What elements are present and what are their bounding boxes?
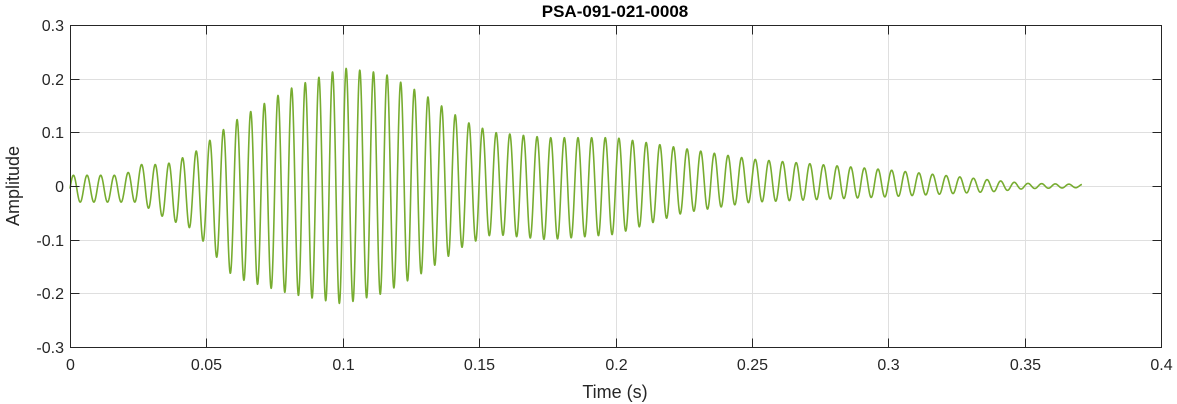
series-line <box>69 67 1083 305</box>
x-tick-label: 0 <box>66 357 75 374</box>
x-tick-label: 0.05 <box>191 357 222 374</box>
tick-labels: 0 0.05 0.1 0.15 0.2 0.25 0.3 0.35 0.4 -0.3 -0.2 -0.… <box>36 18 1172 374</box>
y-axis-label: Amplitude <box>3 146 23 226</box>
series-group <box>69 67 1083 305</box>
x-tick-label: 0.35 <box>1010 357 1041 374</box>
y-tick-label: 0.1 <box>42 125 64 142</box>
x-tick-label: 0.4 <box>1150 357 1172 374</box>
y-tick-label: 0 <box>55 179 64 196</box>
y-tick-label: 0.2 <box>42 72 64 89</box>
x-axis-label: Time (s) <box>582 382 647 402</box>
y-tick-label: -0.2 <box>36 286 64 303</box>
y-tick-label: -0.3 <box>36 340 64 357</box>
x-tick-label: 0.15 <box>464 357 495 374</box>
x-tick-label: 0.1 <box>332 357 354 374</box>
x-tick-label: 0.25 <box>737 357 768 374</box>
x-tick-label: 0.2 <box>605 357 627 374</box>
chart-title: PSA-091-021-0008 <box>542 2 688 21</box>
tick-marks <box>70 25 1162 348</box>
y-tick-label: 0.3 <box>42 18 64 35</box>
x-tick-label: 0.3 <box>877 357 899 374</box>
y-tick-label: -0.1 <box>36 233 64 250</box>
